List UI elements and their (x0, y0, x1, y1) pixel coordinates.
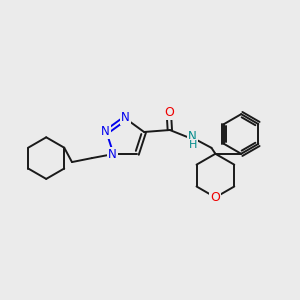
Text: O: O (164, 106, 174, 119)
Text: N: N (188, 130, 197, 143)
Text: O: O (211, 191, 220, 204)
Text: N: N (108, 148, 117, 160)
Text: N: N (121, 111, 130, 124)
Text: H: H (188, 140, 197, 150)
Text: N: N (101, 125, 110, 139)
